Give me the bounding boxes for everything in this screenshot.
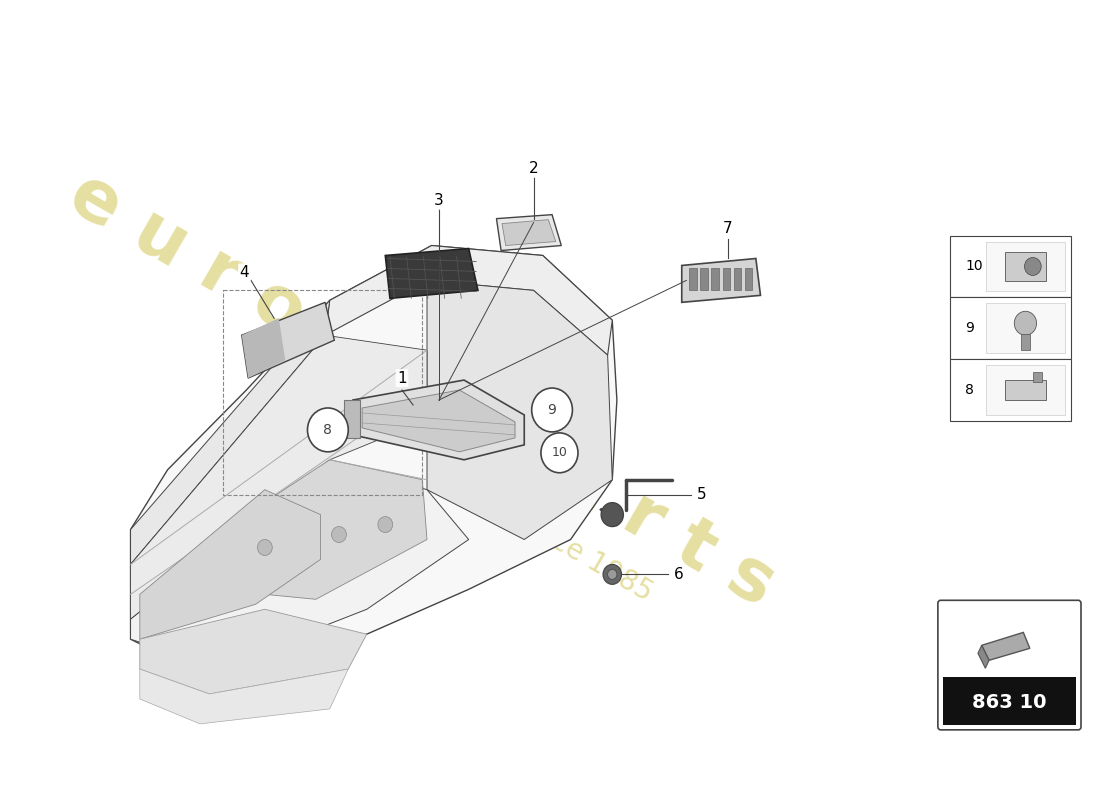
Circle shape — [308, 408, 349, 452]
Polygon shape — [502, 220, 556, 246]
Polygon shape — [131, 300, 330, 565]
Bar — [690, 269, 696, 290]
Bar — [734, 269, 741, 290]
Polygon shape — [978, 646, 989, 668]
Polygon shape — [131, 335, 427, 619]
Circle shape — [601, 502, 624, 526]
Text: 9: 9 — [548, 403, 557, 417]
Circle shape — [257, 539, 273, 555]
Bar — [950, 298, 1070, 359]
Text: e u r o c a r p a r t s: e u r o c a r p a r t s — [57, 159, 788, 621]
Polygon shape — [140, 610, 366, 694]
Text: 6: 6 — [674, 567, 684, 582]
Bar — [986, 242, 1065, 291]
Circle shape — [541, 433, 578, 473]
Polygon shape — [131, 335, 366, 619]
Bar — [1005, 251, 1046, 282]
Bar — [1021, 334, 1030, 350]
Text: 9: 9 — [965, 322, 975, 335]
Text: 1: 1 — [397, 370, 407, 386]
Text: 7: 7 — [723, 221, 733, 236]
Polygon shape — [326, 246, 613, 355]
Bar — [712, 269, 718, 290]
Polygon shape — [242, 302, 334, 378]
Polygon shape — [131, 460, 469, 659]
Circle shape — [378, 517, 393, 533]
Polygon shape — [385, 249, 477, 298]
Bar — [701, 269, 707, 290]
Bar — [723, 269, 730, 290]
Bar — [1005, 380, 1046, 400]
Bar — [950, 235, 1070, 298]
Polygon shape — [140, 669, 349, 724]
Polygon shape — [682, 258, 760, 302]
Bar — [745, 269, 752, 290]
Text: 8: 8 — [965, 383, 975, 397]
Polygon shape — [140, 490, 320, 639]
Text: 863 10: 863 10 — [972, 693, 1047, 712]
Circle shape — [607, 570, 617, 579]
Bar — [943, 678, 1077, 725]
Circle shape — [331, 526, 346, 542]
Text: a passion for parts since 1985: a passion for parts since 1985 — [280, 373, 658, 606]
Bar — [986, 365, 1065, 415]
Bar — [343, 400, 361, 438]
Bar — [950, 359, 1070, 421]
Polygon shape — [362, 390, 515, 452]
Polygon shape — [213, 460, 427, 599]
Polygon shape — [242, 318, 285, 378]
FancyBboxPatch shape — [938, 600, 1081, 730]
Circle shape — [531, 388, 572, 432]
Polygon shape — [353, 380, 525, 460]
Text: 3: 3 — [434, 193, 444, 208]
Polygon shape — [496, 214, 561, 250]
Text: 4: 4 — [240, 265, 250, 280]
Text: 5: 5 — [697, 487, 707, 502]
Circle shape — [1024, 258, 1042, 275]
Bar — [1033, 372, 1042, 382]
Circle shape — [1014, 311, 1036, 335]
Polygon shape — [427, 281, 613, 539]
Text: 8: 8 — [323, 423, 332, 437]
Polygon shape — [981, 632, 1030, 660]
Polygon shape — [131, 246, 617, 669]
Text: 10: 10 — [551, 446, 568, 459]
Bar — [223, 290, 422, 494]
Text: 2: 2 — [529, 162, 538, 176]
Circle shape — [603, 565, 622, 584]
Bar — [986, 303, 1065, 353]
Text: 10: 10 — [965, 259, 982, 274]
